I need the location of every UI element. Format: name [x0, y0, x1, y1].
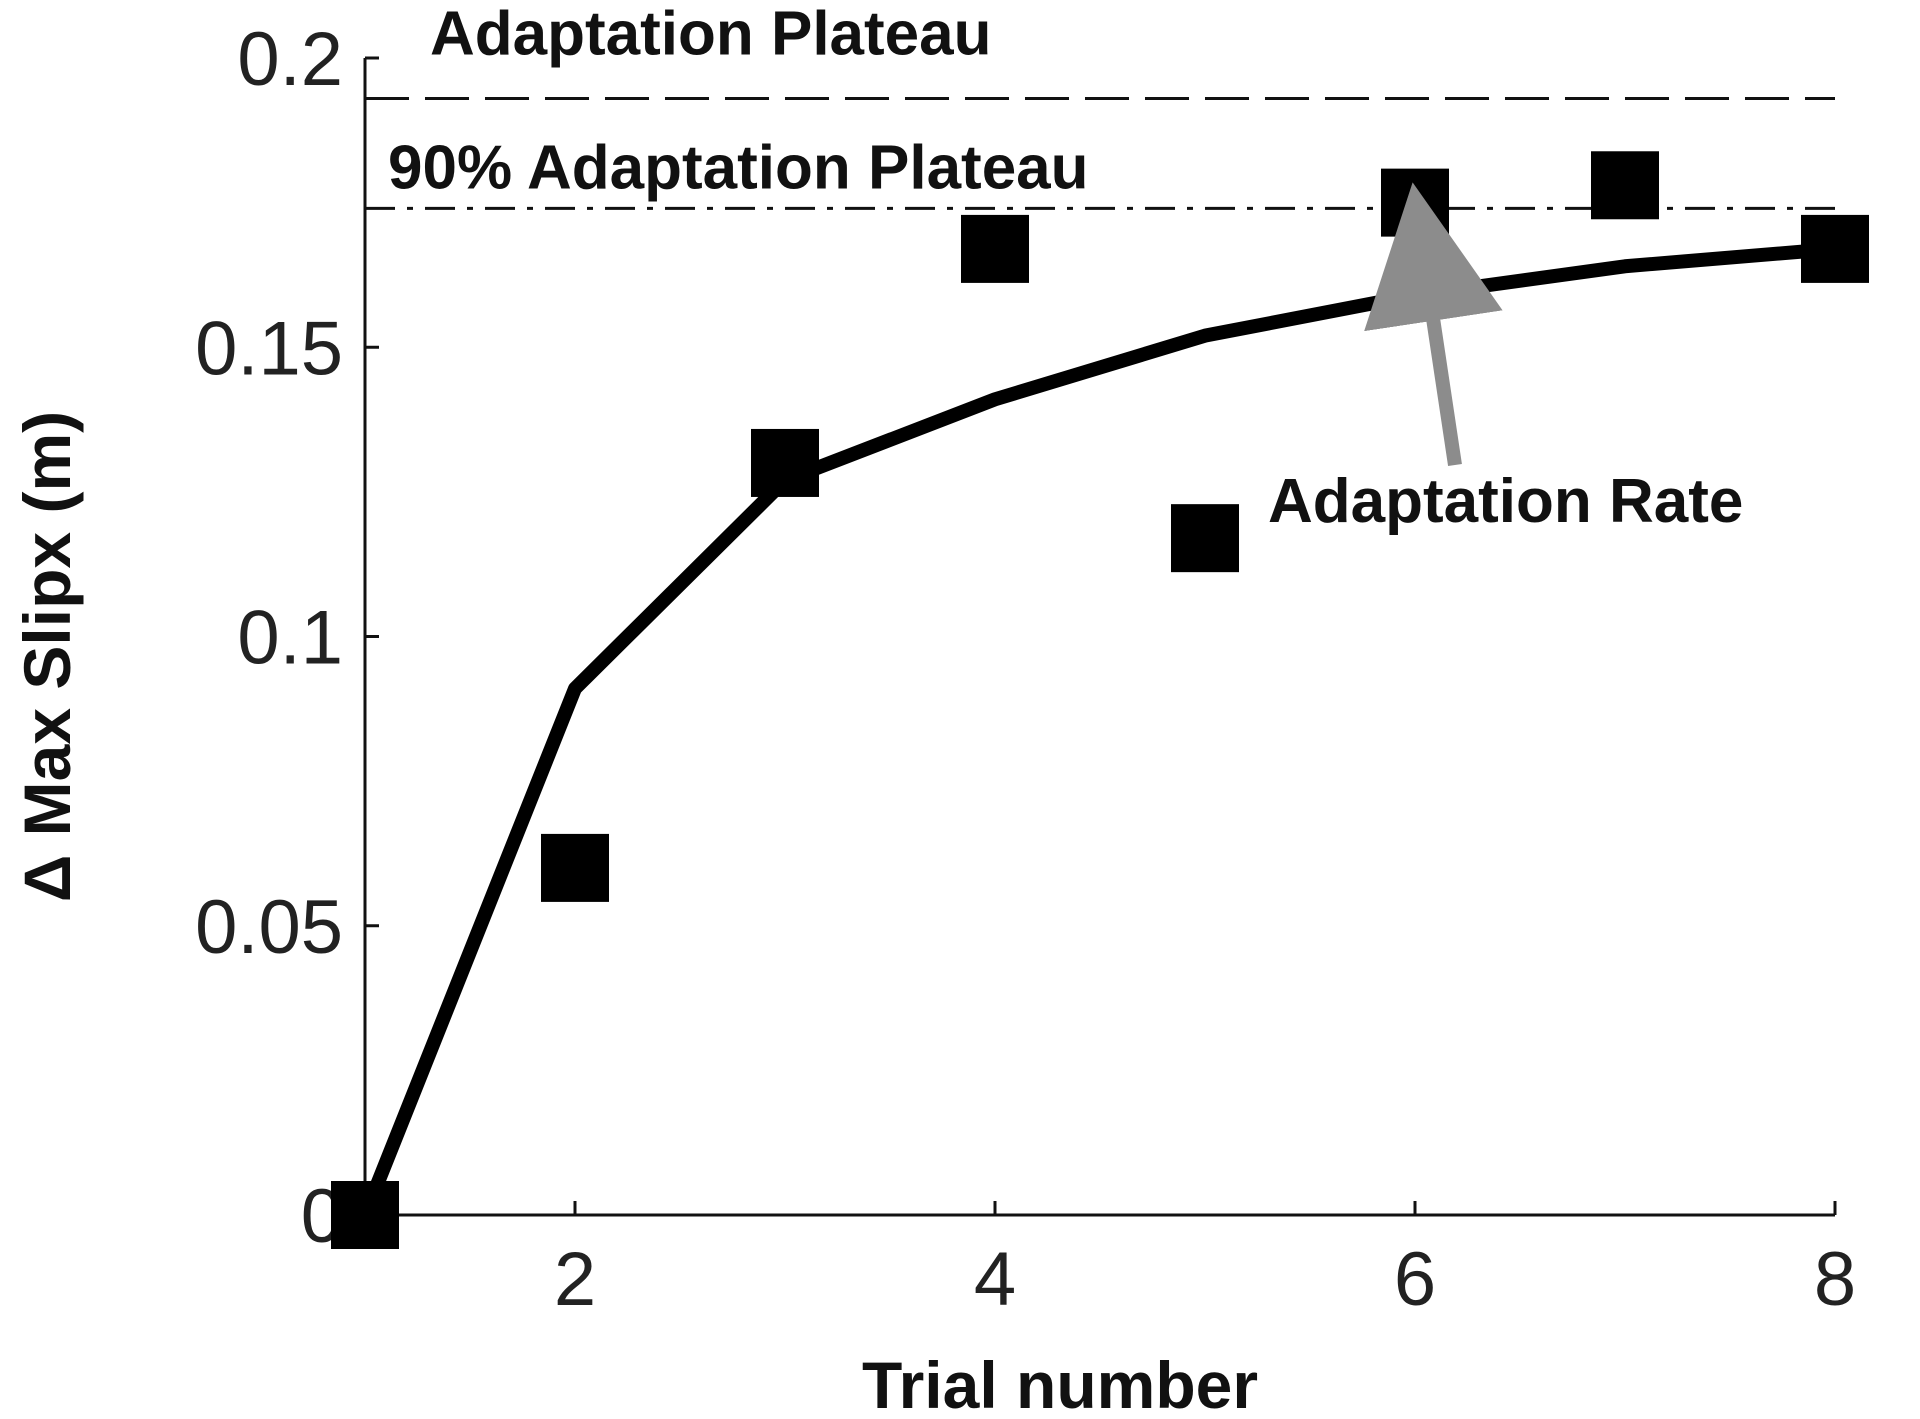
x-tick-label: 4 — [974, 1237, 1016, 1322]
fit-curve — [358, 241, 1842, 1222]
data-point — [1801, 214, 1869, 283]
y-tick-label: 0.05 — [195, 885, 343, 970]
annotation-label: Adaptation Rate — [1268, 467, 1743, 536]
data-point — [1381, 168, 1449, 237]
y-tick-label: 0.1 — [237, 596, 343, 681]
annotations: Adaptation Rate — [1268, 182, 1743, 536]
reference-line-label: Adaptation Plateau — [430, 0, 992, 68]
y-tick-label: 0.2 — [237, 17, 343, 102]
data-point — [1591, 151, 1659, 220]
series-group — [331, 151, 1869, 1249]
y-tick-label: 0.15 — [195, 306, 343, 391]
data-point — [751, 428, 819, 497]
data-point — [541, 833, 609, 902]
axes — [363, 58, 1835, 1217]
x-tick-label: 6 — [1394, 1237, 1436, 1322]
x-tick-label: 8 — [1814, 1237, 1856, 1322]
data-point — [961, 214, 1029, 283]
reference-lines: Adaptation Plateau 90% Adaptation Plateau — [365, 0, 1835, 210]
y-axis-title: Δ Max Slipx (m) — [10, 411, 84, 902]
reference-line-label: 90% Adaptation Plateau — [388, 133, 1089, 202]
x-axis-title: Trial number — [862, 1348, 1258, 1419]
annotation-arrow — [1364, 182, 1503, 467]
data-point — [1171, 504, 1239, 573]
ticks: 2 4 6 800.050.10.150.2 — [195, 17, 1856, 1322]
data-point — [331, 1181, 399, 1249]
x-tick-label: 2 — [554, 1237, 596, 1322]
